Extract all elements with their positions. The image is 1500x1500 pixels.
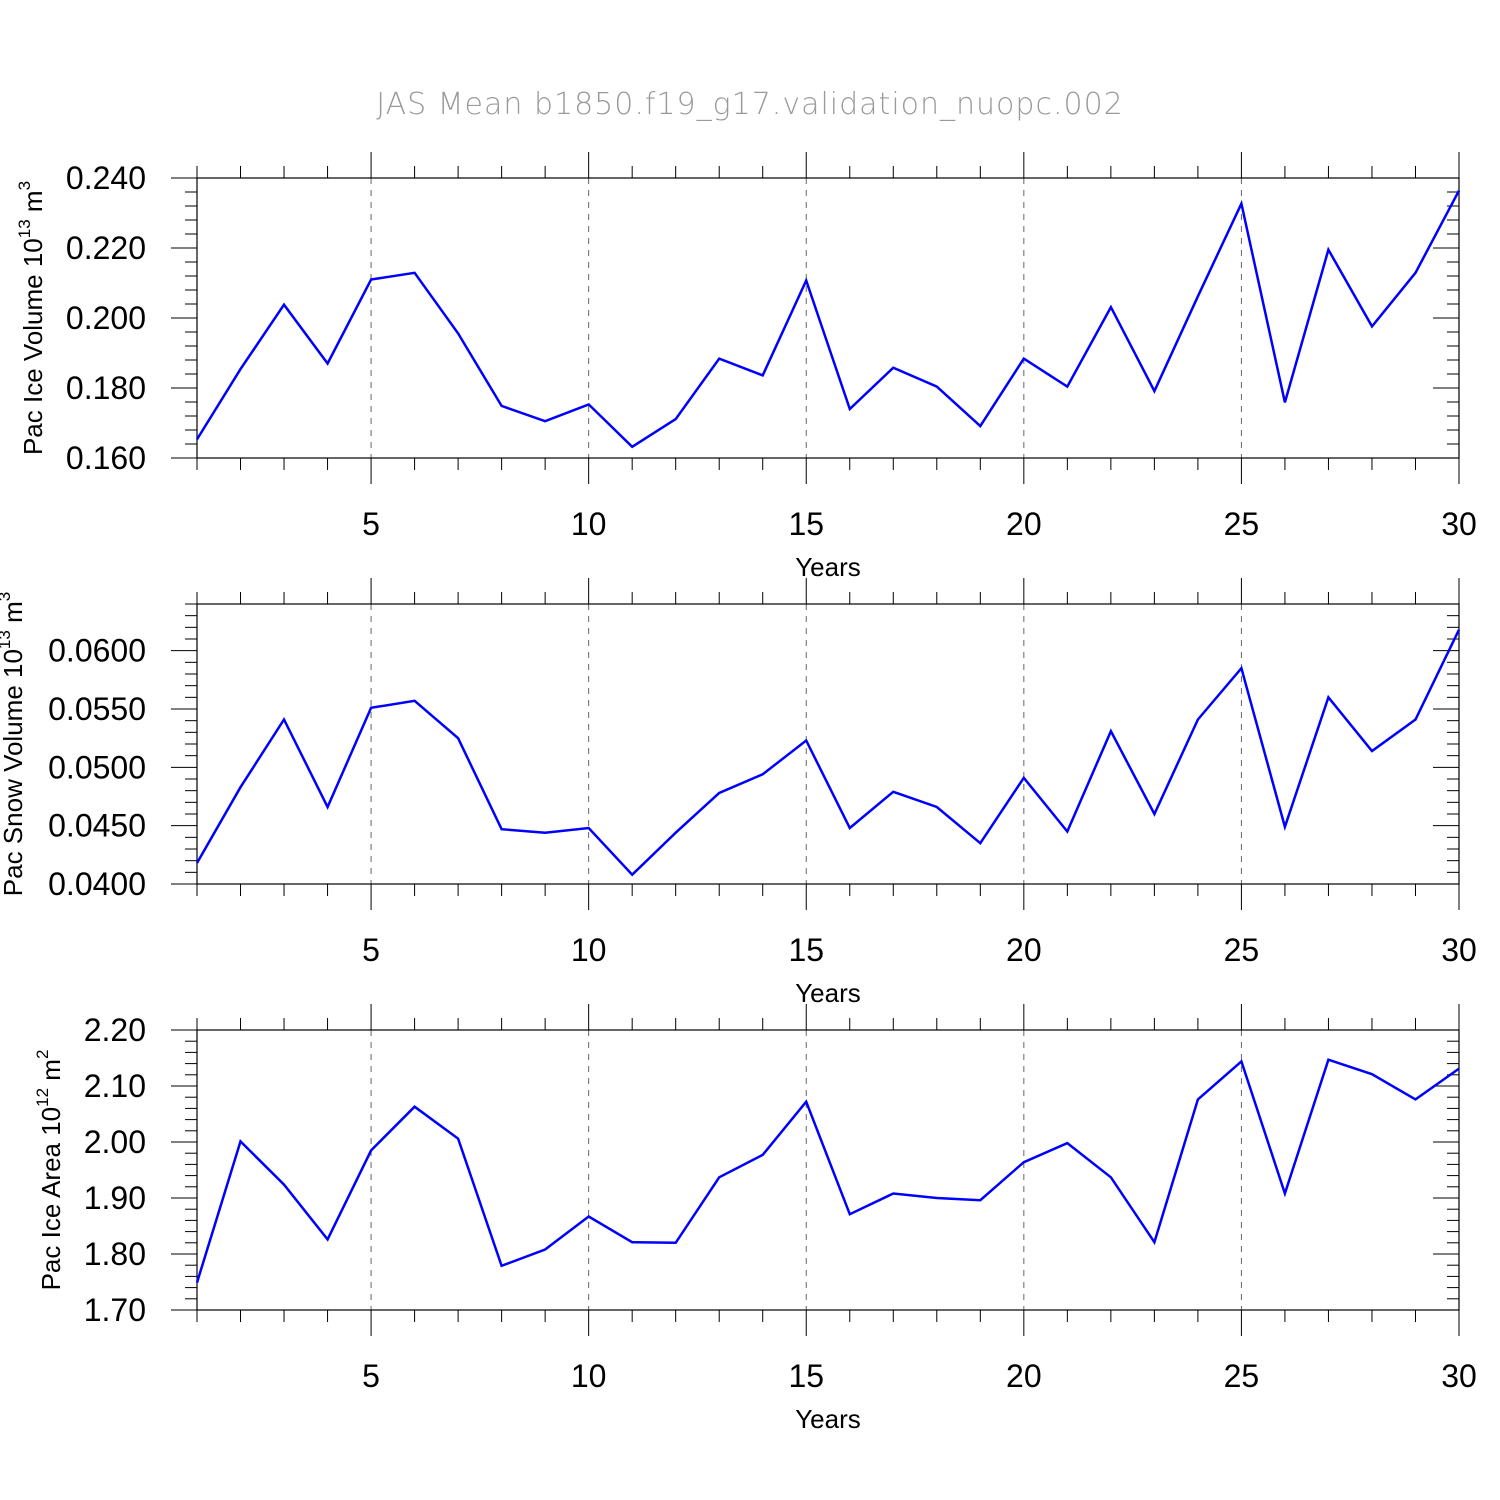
panel-3: 1.70 1.80 1.90 2.00 2.10 2.20 5 10 15 20 25 30 Years… — [33, 1004, 1477, 1434]
x-tick-label: 15 — [788, 932, 824, 968]
series-line — [195, 190, 1461, 449]
y-axis-title-superscript: 13 — [15, 219, 34, 238]
y-axis-title-part: m — [36, 1059, 66, 1088]
y-tick-label: 2.00 — [84, 1124, 146, 1160]
plot-frame — [196, 177, 1460, 459]
y-tick-label: 1.70 — [84, 1292, 146, 1328]
y-tick-label: 2.10 — [84, 1068, 146, 1104]
y-tick-label: 0.0550 — [48, 691, 146, 727]
y-axis-title-part: m — [0, 601, 28, 630]
x-tick-label: 30 — [1441, 506, 1477, 542]
y-axis-title-part: Pac Snow Volume 10 — [0, 649, 28, 896]
y-axis-title-superscript: 2 — [33, 1050, 52, 1059]
x-tick-label: 25 — [1224, 506, 1260, 542]
x-tick-label: 20 — [1006, 1358, 1042, 1394]
y-axis-title-superscript: 3 — [0, 592, 14, 601]
x-tick-label: 5 — [362, 1358, 380, 1394]
x-tick-label: 30 — [1441, 932, 1477, 968]
x-tick-label: 10 — [571, 1358, 607, 1394]
y-tick-label: 0.0500 — [48, 749, 146, 785]
y-axis-title-superscript: 3 — [15, 181, 34, 190]
y-tick-label: 2.20 — [84, 1012, 146, 1048]
series-line — [195, 629, 1461, 877]
x-tick-label: 25 — [1224, 932, 1260, 968]
y-tick-label: 0.160 — [66, 440, 146, 476]
y-axis-title-part: Pac Ice Area 10 — [36, 1107, 66, 1291]
y-tick-label: 0.0400 — [48, 866, 146, 902]
plot-frame — [196, 1029, 1460, 1311]
y-tick-label: 0.220 — [66, 230, 146, 266]
x-tick-label: 25 — [1224, 1358, 1260, 1394]
panel-2: 0.0400 0.0450 0.0500 0.0550 0.0600 5 10 15 20 25 3… — [0, 578, 1477, 1008]
y-axis-title: Pac Ice Volume 1013 m3 — [15, 181, 48, 455]
y-axis-title-part: Pac Ice Volume 10 — [18, 238, 48, 455]
y-tick-label: 1.80 — [84, 1236, 146, 1272]
y-axis-title: Pac Ice Area 1012 m2 — [33, 1050, 66, 1291]
x-axis-title: Years — [795, 552, 861, 582]
y-tick-label: 1.90 — [84, 1180, 146, 1216]
x-tick-label: 5 — [362, 506, 380, 542]
y-axis-title-superscript: 13 — [0, 630, 14, 649]
y-axis-title: Pac Snow Volume 1013 m3 — [0, 592, 28, 896]
y-tick-label: 0.0450 — [48, 808, 146, 844]
series-line — [195, 1058, 1460, 1283]
chart-title: JAS Mean b1850.f19_g17.validation_nuopc.… — [376, 87, 1124, 122]
plot-frame — [196, 603, 1460, 885]
y-axis-title-part: m — [18, 190, 48, 219]
y-tick-label: 0.180 — [66, 370, 146, 406]
y-tick-label: 0.0600 — [48, 633, 146, 669]
y-axis-title-superscript: 12 — [33, 1088, 52, 1107]
x-tick-label: 20 — [1006, 932, 1042, 968]
x-tick-label: 15 — [788, 506, 824, 542]
x-tick-label: 5 — [362, 932, 380, 968]
y-tick-label: 0.240 — [66, 160, 146, 196]
x-axis-title: Years — [795, 978, 861, 1008]
x-tick-label: 10 — [571, 506, 607, 542]
x-tick-label: 15 — [788, 1358, 824, 1394]
x-axis-title: Years — [795, 1404, 861, 1434]
x-tick-label: 30 — [1441, 1358, 1477, 1394]
x-tick-label: 10 — [571, 932, 607, 968]
panel-1: 0.160 0.180 0.200 0.220 0.240 5 10 15 20 25 30 Year… — [15, 152, 1477, 582]
y-tick-label: 0.200 — [66, 300, 146, 336]
x-tick-label: 20 — [1006, 506, 1042, 542]
